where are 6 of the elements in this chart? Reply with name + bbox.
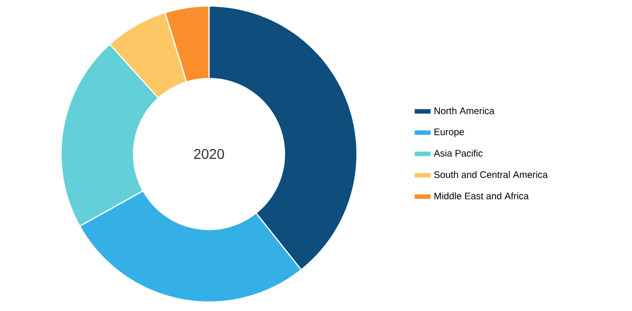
legend-label: South and Central America xyxy=(434,171,548,178)
legend-label: Europe xyxy=(434,128,464,138)
legend-label: Asia Pacific xyxy=(434,150,483,157)
text: 2020 xyxy=(194,149,224,159)
legend-label: North America xyxy=(434,107,494,114)
legend-label: Middle East and Africa xyxy=(434,192,529,200)
